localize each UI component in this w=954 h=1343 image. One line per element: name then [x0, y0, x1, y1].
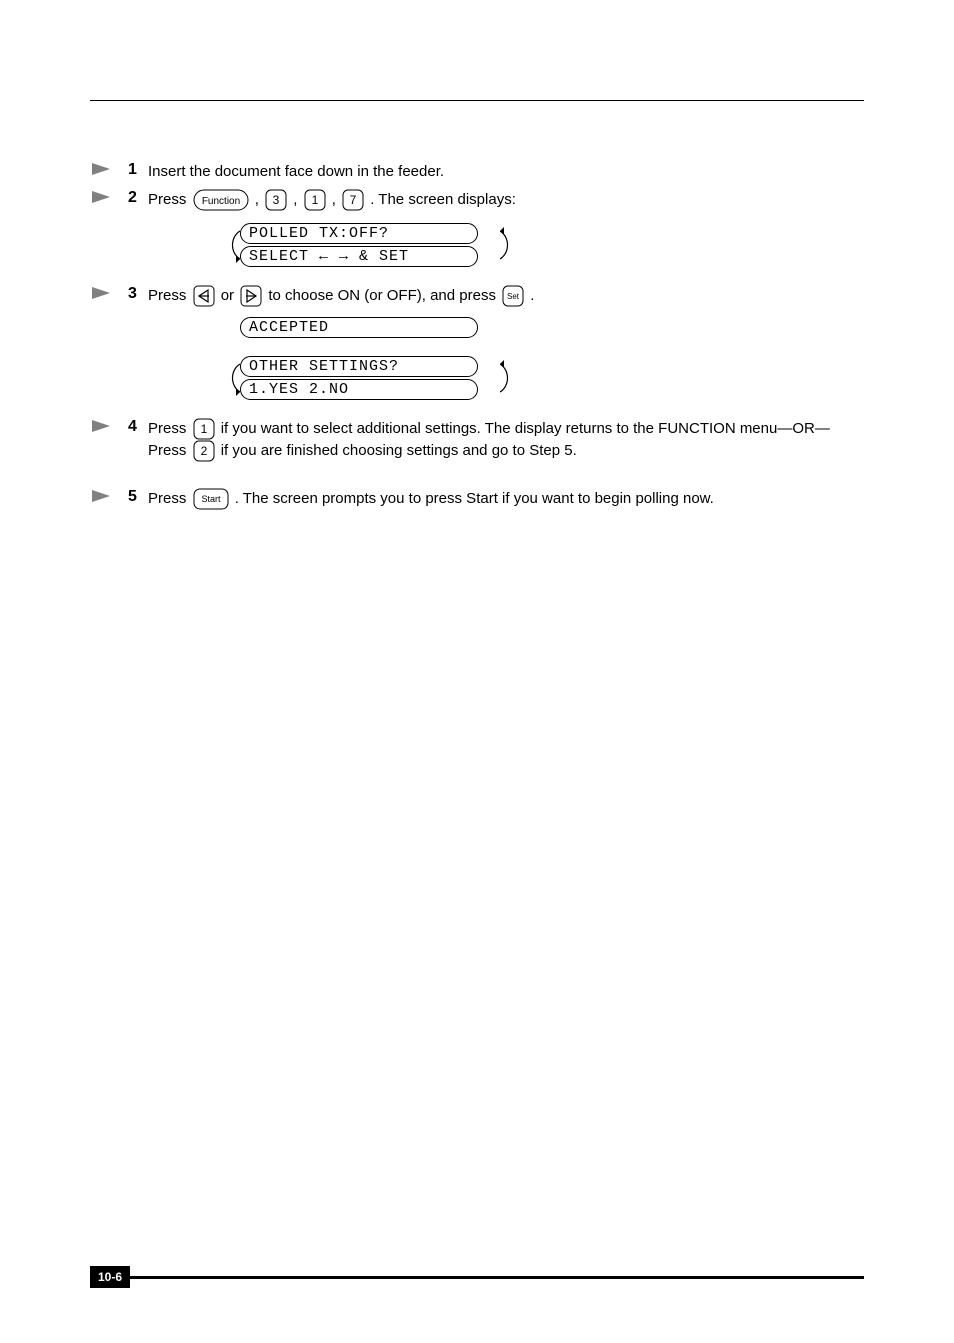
lcd-display: ACCEPTED OTHER SETTINGS? 1.YES 2.NO: [240, 317, 500, 402]
svg-text:Start: Start: [201, 494, 221, 504]
lcd-line: ACCEPTED: [240, 317, 478, 338]
step-number: 4: [128, 418, 148, 436]
digit-key-icon: 2: [193, 440, 215, 462]
text-frag: . The screen displays:: [370, 191, 516, 208]
lcd-line: OTHER SETTINGS?: [240, 356, 478, 377]
text-frag: or: [221, 287, 239, 304]
step-row: 4 Press 1 if you want to select addition…: [90, 418, 864, 462]
step-arrow-icon: [90, 285, 112, 301]
text-frag: Press: [148, 287, 191, 304]
start-key-icon: Start: [193, 488, 229, 510]
text-frag: ,: [255, 191, 263, 208]
set-key-icon: Set: [502, 285, 524, 307]
text-frag: Press: [148, 490, 191, 507]
digit-key-icon: 1: [304, 189, 326, 211]
step-text: Press Function , 3 , 1 , 7 . The screen …: [148, 189, 864, 211]
text-frag: if you are finished choosing settings an…: [221, 442, 577, 459]
text-frag: Press: [148, 191, 191, 208]
lcd-line: 1.YES 2.NO: [240, 379, 478, 400]
digit-key-icon: 3: [265, 189, 287, 211]
svg-text:2: 2: [200, 444, 207, 458]
cycle-left-icon: [226, 354, 240, 402]
cycle-right-icon: [500, 354, 514, 402]
step-row: 1 Insert the document face down in the f…: [90, 161, 864, 183]
text-frag: ,: [293, 191, 301, 208]
left-arrow-key-icon: [193, 285, 215, 307]
svg-text:1: 1: [311, 193, 318, 207]
step-number: 5: [128, 488, 148, 506]
digit-key-icon: 1: [193, 418, 215, 440]
digit-key-icon: 7: [342, 189, 364, 211]
step-arrow-icon: [90, 161, 112, 177]
page-number: 10-6: [90, 1266, 130, 1288]
svg-text:3: 3: [273, 193, 280, 207]
lcd-display: POLLED TX:OFF? SELECT ← → & SET: [240, 221, 500, 269]
step-text: Press Start . The screen prompts you to …: [148, 488, 864, 510]
step-arrow-icon: [90, 418, 112, 434]
cycle-right-icon: [500, 221, 514, 269]
text-frag: Press: [148, 420, 191, 437]
text-frag: .: [530, 287, 534, 304]
cycle-left-icon: [226, 221, 240, 269]
svg-text:Set: Set: [507, 292, 520, 301]
svg-text:7: 7: [350, 193, 357, 207]
svg-text:Function: Function: [201, 196, 239, 207]
step-number: 3: [128, 285, 148, 303]
step-text: Press 1 if you want to select additional…: [148, 418, 864, 462]
step-number: 2: [128, 189, 148, 207]
step-row: 5 Press Start . The screen prompts you t…: [90, 488, 864, 510]
function-key-icon: Function: [193, 189, 249, 211]
step-text: Insert the document face down in the fee…: [148, 161, 864, 183]
step-arrow-icon: [90, 189, 112, 205]
section-rule: [90, 100, 864, 101]
footer-rule: [130, 1276, 864, 1279]
step-arrow-icon: [90, 488, 112, 504]
step-number: 1: [128, 161, 148, 179]
lcd-line: SELECT ← → & SET: [240, 246, 478, 267]
text-frag: ,: [332, 191, 340, 208]
right-arrow-key-icon: [240, 285, 262, 307]
svg-text:1: 1: [200, 422, 207, 436]
lcd-line: POLLED TX:OFF?: [240, 223, 478, 244]
step-row: 2 Press Function , 3 , 1 , 7 . The sc: [90, 189, 864, 211]
step-text: Press or to choose ON (or OFF), and pres…: [148, 285, 864, 307]
text-frag: . The screen prompts you to press Start …: [235, 490, 714, 507]
text-frag: to choose ON (or OFF), and press: [268, 287, 500, 304]
page-footer: 10-6: [90, 1266, 864, 1288]
step-row: 3 Press or to choose ON (or OFF), and pr…: [90, 285, 864, 307]
